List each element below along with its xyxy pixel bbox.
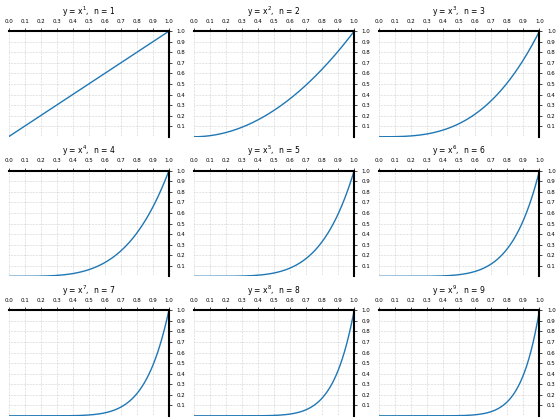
Title: y = x$^{2}$,  n = 2: y = x$^{2}$, n = 2 bbox=[248, 4, 301, 18]
Title: y = x$^{1}$,  n = 1: y = x$^{1}$, n = 1 bbox=[62, 4, 115, 18]
Title: y = x$^{3}$,  n = 3: y = x$^{3}$, n = 3 bbox=[432, 4, 486, 18]
Title: y = x$^{4}$,  n = 4: y = x$^{4}$, n = 4 bbox=[62, 144, 115, 158]
Title: y = x$^{8}$,  n = 8: y = x$^{8}$, n = 8 bbox=[247, 283, 301, 298]
Title: y = x$^{9}$,  n = 9: y = x$^{9}$, n = 9 bbox=[432, 283, 486, 298]
Title: y = x$^{5}$,  n = 5: y = x$^{5}$, n = 5 bbox=[247, 144, 301, 158]
Title: y = x$^{6}$,  n = 6: y = x$^{6}$, n = 6 bbox=[432, 144, 486, 158]
Title: y = x$^{7}$,  n = 7: y = x$^{7}$, n = 7 bbox=[62, 283, 115, 298]
